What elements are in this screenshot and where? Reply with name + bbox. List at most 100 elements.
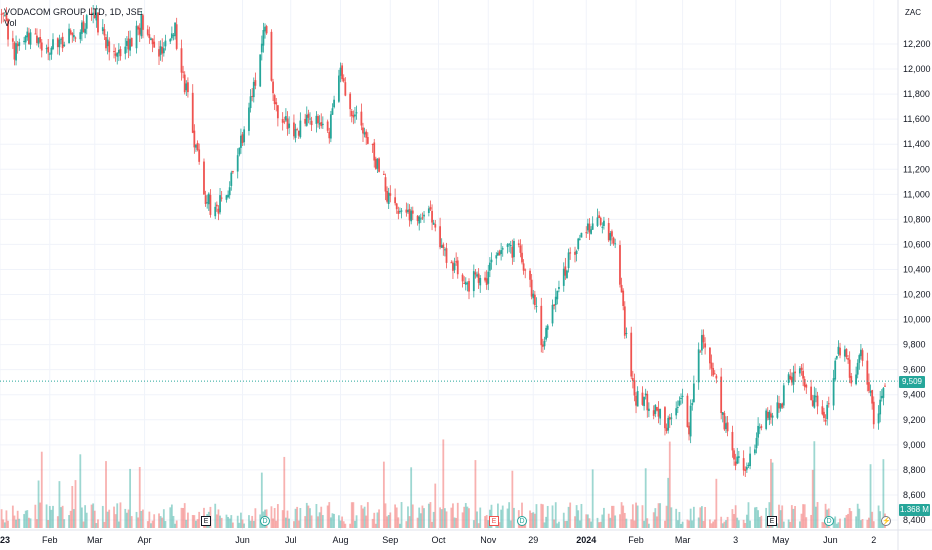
candle-body — [217, 208, 220, 214]
volume-bar — [117, 521, 120, 528]
candle-body — [182, 71, 185, 73]
volume-bar — [339, 520, 342, 528]
time-axis[interactable]: 2023 Feb Mar Apr Jun Jul Aug Sep Oct Nov 29 2024 Feb… — [0, 535, 876, 545]
candle-body — [530, 279, 533, 297]
volume-bar — [125, 512, 128, 528]
candle-body — [45, 48, 48, 50]
time-tick-label: Sep — [382, 535, 398, 545]
volume-bar — [787, 519, 790, 528]
split-marker-icon[interactable]: ⚡ — [881, 516, 891, 526]
candle-body — [619, 245, 621, 285]
volume-bar — [427, 503, 430, 528]
price-axis[interactable]: 12,200 12,000 11,800 11,600 11,400 11,200 11,0… — [903, 39, 931, 525]
volume-bar — [124, 508, 127, 528]
time-tick-label: Apr — [138, 535, 152, 545]
volume-bar — [664, 520, 666, 528]
candle-body — [138, 27, 141, 35]
volume-bar — [382, 461, 385, 528]
volume-bar — [101, 505, 104, 528]
volume-bar — [697, 517, 700, 528]
candle-body — [456, 260, 459, 275]
candle-body — [48, 53, 51, 55]
candle-body — [206, 202, 209, 204]
candle-body — [664, 407, 666, 429]
volume-bar — [92, 503, 95, 528]
candle-body — [238, 147, 241, 155]
candle-body — [466, 283, 469, 285]
candle-body — [522, 263, 525, 271]
volume-bar — [848, 508, 851, 528]
candle-body — [241, 134, 244, 143]
volume-bar — [37, 480, 40, 528]
candle-body — [720, 376, 723, 414]
candle-body — [880, 395, 883, 399]
volume-bar — [419, 513, 422, 528]
candle-body — [251, 95, 254, 97]
candle-body — [339, 67, 342, 76]
volume-bar — [338, 515, 340, 528]
volume-bar — [790, 505, 793, 528]
volume-bar — [733, 514, 735, 528]
candle-body — [760, 426, 763, 428]
volume-bar — [103, 521, 106, 528]
candle-body — [765, 410, 768, 429]
volume-bar — [692, 506, 695, 528]
volume-bar — [768, 502, 771, 528]
volume-bar — [569, 502, 572, 528]
price-tick-label: 9,400 — [903, 390, 926, 400]
dividend-marker-3[interactable]: D — [824, 516, 834, 526]
currency-unit[interactable]: ZAC — [905, 8, 921, 17]
candle-body — [524, 269, 527, 271]
volume-bar — [823, 522, 825, 528]
candle-body — [74, 37, 77, 39]
candle-body — [484, 277, 486, 281]
volume-bar — [40, 451, 43, 528]
candle-body — [733, 450, 735, 460]
candle-body — [265, 26, 268, 34]
volume-bar — [781, 505, 784, 528]
candle-body — [771, 415, 774, 418]
candle-body — [68, 28, 70, 44]
candle-body — [127, 38, 130, 50]
volume-legend-label[interactable]: Vol — [4, 18, 17, 28]
volume-bar — [249, 520, 252, 528]
candle-body — [116, 52, 119, 57]
time-tick-label: 2 — [871, 535, 876, 545]
candle-body — [315, 115, 318, 124]
candle-body — [792, 372, 795, 385]
candle-body — [161, 46, 164, 54]
dividend-marker-1[interactable]: D — [260, 516, 270, 526]
volume-bar — [16, 510, 19, 528]
time-tick-label: Jun — [235, 535, 250, 545]
candle-body — [28, 33, 30, 45]
candle-body — [262, 29, 265, 46]
earnings-marker-3[interactable]: E — [767, 516, 777, 526]
candle-body — [140, 14, 143, 37]
volume-bar — [652, 512, 655, 528]
volume-bar — [757, 510, 760, 528]
candle-body — [646, 393, 649, 411]
candle-body — [811, 400, 814, 406]
candle-body — [215, 204, 218, 207]
volume-bar — [283, 456, 286, 528]
earnings-marker-1[interactable]: E — [201, 516, 211, 526]
candle-body — [667, 417, 670, 431]
dividend-marker-2[interactable]: D — [517, 516, 527, 526]
volume-bar — [193, 515, 196, 528]
volume-bar — [468, 508, 470, 528]
candle-body — [837, 346, 840, 355]
earnings-marker-2[interactable]: E — [489, 516, 499, 526]
candle-body — [535, 305, 538, 307]
symbol-title[interactable]: VODACOM GROUP LTD, 1D, JSE — [4, 7, 143, 17]
volume-bar — [744, 523, 747, 528]
candle-body — [204, 195, 207, 204]
volume-bar — [839, 518, 841, 528]
volume-bar — [680, 523, 682, 528]
volume-bar — [845, 515, 848, 528]
volume-bar — [466, 506, 469, 528]
volume-bar — [58, 481, 61, 528]
volume-bar — [824, 503, 827, 528]
candle-body — [240, 135, 242, 148]
volume-bar — [286, 510, 289, 528]
